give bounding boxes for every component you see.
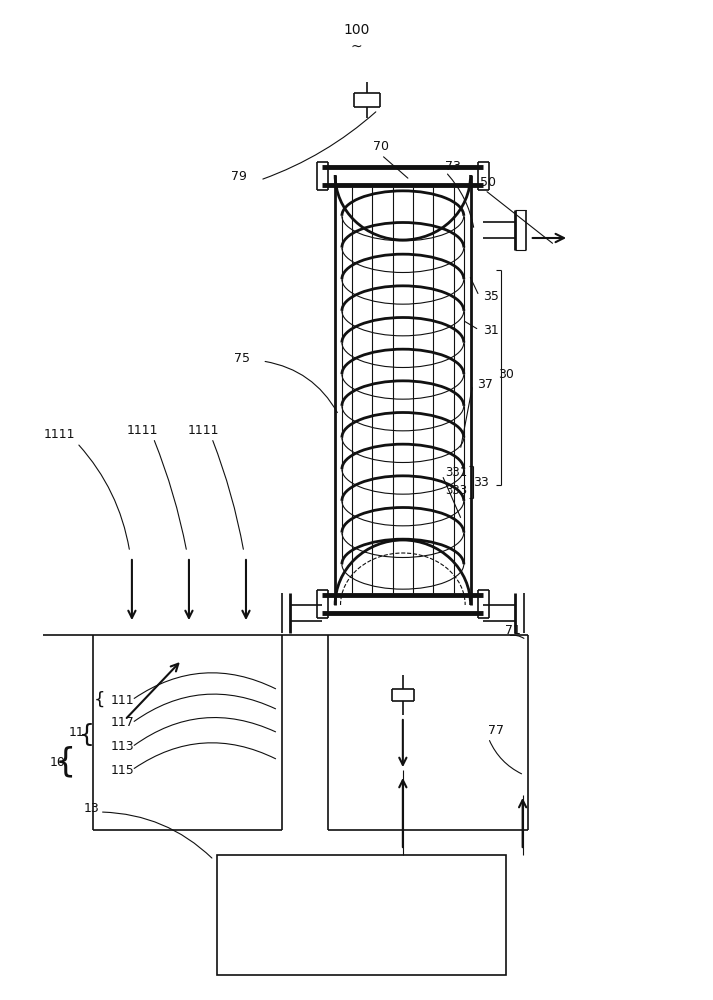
Text: 75: 75	[235, 352, 250, 364]
Text: 71: 71	[506, 624, 521, 637]
Text: 113: 113	[111, 740, 134, 754]
Text: 79: 79	[231, 170, 247, 184]
Text: 11: 11	[68, 726, 84, 740]
Text: 30: 30	[498, 368, 514, 381]
Text: 73: 73	[445, 160, 461, 174]
Text: 77: 77	[488, 724, 503, 736]
Text: 111: 111	[111, 694, 134, 706]
Text: {: {	[55, 746, 76, 778]
Text: 10: 10	[50, 756, 66, 768]
Text: {: {	[79, 723, 95, 747]
Text: 35: 35	[483, 290, 498, 302]
Text: ~: ~	[351, 40, 362, 54]
Text: 100: 100	[344, 23, 369, 37]
Text: 13: 13	[84, 802, 100, 814]
Text: 333: 333	[445, 484, 468, 496]
Text: 1111: 1111	[188, 424, 219, 436]
Text: 117: 117	[111, 716, 134, 730]
Text: {: {	[94, 691, 106, 709]
Text: 33: 33	[473, 476, 489, 488]
Text: 31: 31	[483, 324, 498, 336]
Text: 37: 37	[477, 378, 493, 391]
Text: 70: 70	[374, 140, 389, 153]
Text: 50: 50	[481, 176, 496, 190]
FancyBboxPatch shape	[217, 855, 506, 975]
Text: 1111: 1111	[127, 424, 158, 436]
Text: 115: 115	[111, 764, 134, 776]
Text: 1111: 1111	[43, 428, 75, 442]
Text: 331: 331	[445, 466, 468, 480]
